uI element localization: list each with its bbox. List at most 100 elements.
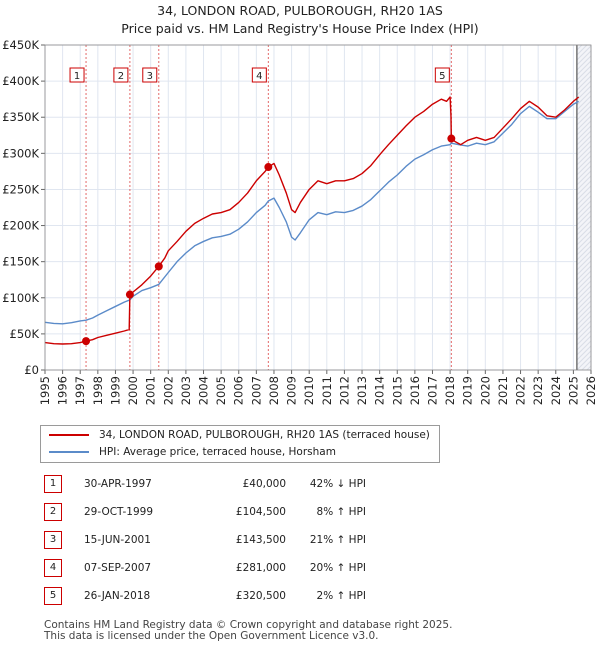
sale-date: 07-SEP-2007 (84, 562, 152, 574)
sale-hpi-diff: 20% ↑ HPI (309, 562, 366, 574)
sale-label-number: 5 (439, 71, 445, 82)
sale-marker (82, 337, 91, 346)
x-tick-label: 2025 (566, 376, 580, 405)
table-row: 5 26-JAN-2018 £320,500 2% ↑ HPI (44, 582, 366, 610)
price-chart: 1 2 3 4 5 £0 £50K £100K £150K £200K £250K £300K £35… (2, 38, 598, 405)
hatch-line (576, 55, 591, 71)
hatch-line (576, 270, 591, 286)
y-tick-label: £400K (2, 74, 39, 88)
table-row: 2 29-OCT-1999 £104,500 8% ↑ HPI (44, 498, 366, 526)
sale-price: £281,000 (235, 562, 286, 574)
x-tick-label: 2024 (549, 376, 563, 405)
x-tick-label: 2010 (302, 376, 316, 405)
y-tick-label: £450K (2, 38, 39, 52)
plot-area (45, 45, 591, 370)
x-tick-label: 2004 (197, 376, 211, 405)
x-tick-label: 2012 (337, 376, 351, 405)
hatch-line (576, 320, 591, 336)
hatch-line (576, 165, 591, 181)
chart-title: 34, LONDON ROAD, PULBOROUGH, RH20 1AS (157, 3, 443, 18)
x-tick-label: 2015 (390, 376, 404, 405)
hatch-line (576, 105, 591, 121)
legend-swatch-property (49, 434, 89, 436)
y-tick-label: £350K (2, 110, 39, 124)
hatch-line (586, 365, 591, 370)
hatch-line (576, 245, 591, 261)
hatch-line (576, 210, 591, 226)
x-axis: 1995 1996 1997 1998 1999 2000 2001 2002 2003 2004… (38, 370, 598, 405)
hatch-line (576, 310, 591, 326)
x-tick-label: 2000 (126, 376, 140, 405)
hatch-line (576, 225, 591, 241)
x-tick-label: 2007 (249, 376, 263, 405)
x-tick-label: 2011 (320, 376, 334, 405)
sale-number-badge: 2 (44, 503, 62, 521)
sale-hpi-diff: 2% ↑ HPI (316, 590, 366, 602)
table-row: 1 30-APR-1997 £40,000 42% ↓ HPI (44, 470, 366, 498)
x-tick-label: 2013 (355, 376, 369, 405)
hatch-line (576, 315, 591, 331)
hatch-line (576, 110, 591, 126)
hatch-line (576, 65, 591, 81)
sale-label-box (142, 67, 158, 83)
sales-table: 1 30-APR-1997 £40,000 42% ↓ HPI 2 29-OCT… (44, 470, 366, 610)
hatch-line (576, 250, 591, 266)
sale-hpi-diff: 8% ↑ HPI (316, 506, 366, 518)
hatch-line (576, 355, 591, 370)
sale-number-badge: 4 (44, 559, 62, 577)
x-tick-label: 2020 (478, 376, 492, 405)
x-tick-label: 2014 (373, 376, 387, 405)
hatch-line (576, 230, 591, 246)
legend-item-property: 34, LONDON ROAD, PULBOROUGH, RH20 1AS (t… (49, 427, 430, 443)
hatch-line (576, 60, 591, 76)
hatch-line (576, 190, 591, 206)
y-axis: £0 £50K £100K £150K £200K £250K £300K £350K £400… (2, 38, 45, 377)
hatch-line (576, 120, 591, 136)
sale-label-box (113, 67, 129, 83)
hatch-line (576, 125, 591, 141)
hatch-line (576, 275, 591, 291)
y-tick-label: £50K (10, 327, 40, 341)
hatch-line (576, 285, 591, 301)
sale-markers (82, 134, 456, 346)
x-tick-label: 2009 (285, 376, 299, 405)
sale-label-number: 4 (256, 71, 262, 82)
hatch-line (576, 255, 591, 271)
y-tick-label: £100K (2, 291, 39, 305)
hatch-line (576, 175, 591, 191)
hatch-line (576, 325, 591, 341)
hatch-line (576, 135, 591, 151)
hatch-line (576, 75, 591, 91)
hatch-line (576, 145, 591, 161)
sale-hpi-diff: 42% ↓ HPI (309, 478, 366, 490)
sale-price: £40,000 (242, 478, 286, 490)
sale-label-number: 3 (147, 71, 153, 82)
sale-date: 26-JAN-2018 (84, 590, 151, 602)
legend-label-property: 34, LONDON ROAD, PULBOROUGH, RH20 1AS (t… (99, 429, 430, 441)
x-tick-label: 2019 (461, 376, 475, 405)
hatch-line (576, 300, 591, 316)
legend-item-hpi: HPI: Average price, terraced house, Hors… (49, 444, 336, 460)
sale-hpi-diff: 21% ↑ HPI (309, 534, 366, 546)
table-row: 3 15-JUN-2001 £143,500 21% ↑ HPI (44, 526, 366, 554)
sale-label-number: 2 (118, 71, 124, 82)
sale-number-badge: 1 (44, 475, 62, 493)
y-tick-label: £200K (2, 219, 39, 233)
hatch-line (581, 360, 591, 370)
sale-label-number: 1 (74, 71, 80, 82)
hatch-line (576, 220, 591, 236)
hatch-line (576, 70, 591, 86)
y-tick-label: £250K (2, 182, 39, 196)
sale-date: 29-OCT-1999 (84, 506, 153, 518)
sale-label-box (69, 67, 85, 83)
hatch-line (576, 235, 591, 251)
hatch-line (576, 200, 591, 216)
table-row: 4 07-SEP-2007 £281,000 20% ↑ HPI (44, 554, 366, 582)
x-tick-label: 1996 (56, 376, 70, 405)
hatch-line (576, 345, 591, 361)
sale-labels: 1 2 3 4 5 (69, 67, 450, 83)
legend-swatch-hpi (49, 451, 89, 453)
hatch-line (576, 90, 591, 106)
hatch-line (576, 180, 591, 196)
y-tick-label: £300K (2, 146, 39, 160)
